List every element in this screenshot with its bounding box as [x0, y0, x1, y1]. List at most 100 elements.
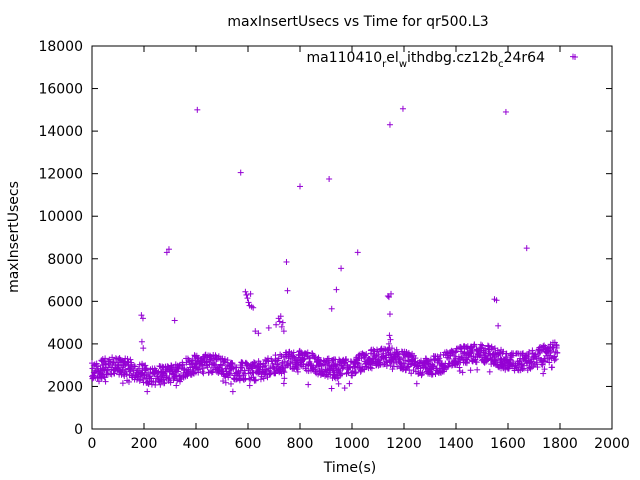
data-point [307, 354, 314, 361]
y-axis-label: maxInsertUsecs [6, 181, 22, 293]
data-point [362, 360, 369, 367]
data-point [167, 379, 174, 386]
data-point [402, 357, 409, 364]
data-point [208, 369, 215, 376]
data-point [109, 354, 116, 361]
data-point [280, 368, 287, 375]
data-point [486, 368, 493, 375]
data-point [102, 355, 109, 362]
data-point [280, 328, 287, 335]
x-axis-label: Time(s) [323, 460, 376, 476]
data-point [102, 378, 109, 385]
legend-label-part: r [382, 59, 387, 70]
data-point [261, 363, 268, 370]
data-point [144, 388, 151, 395]
data-point [290, 349, 297, 356]
y-tick-label: 6000 [47, 294, 83, 310]
data-point [229, 361, 236, 368]
data-point [340, 364, 347, 371]
data-point [385, 294, 392, 301]
data-point [252, 377, 259, 384]
data-point [469, 348, 476, 355]
data-point [337, 370, 344, 377]
data-point [125, 378, 132, 385]
y-axis: 0 2000 4000 6000 8000 10000 12000 14000 16000 180… [38, 39, 612, 438]
data-point [250, 374, 257, 381]
data-point [314, 356, 321, 363]
data-point [527, 365, 534, 372]
data-point [419, 369, 426, 376]
x-tick-label: 1600 [490, 436, 526, 452]
data-point [173, 382, 180, 389]
data-point [495, 322, 502, 329]
data-point [294, 368, 301, 375]
y-tick-label: 12000 [38, 167, 83, 183]
data-point [237, 169, 244, 176]
data-point [171, 317, 178, 324]
data-point [413, 380, 420, 387]
data-point [278, 323, 285, 330]
data-point [570, 53, 576, 60]
legend-label-part: el [386, 50, 399, 66]
data-point [341, 385, 348, 392]
y-tick-label: 0 [74, 422, 83, 438]
data-point [277, 313, 284, 320]
data-point [554, 350, 561, 357]
data-point [272, 352, 279, 359]
data-point [279, 319, 286, 326]
data-point [338, 265, 345, 272]
x-tick-label: 2000 [594, 436, 630, 452]
data-point [502, 108, 509, 115]
data-point [272, 370, 279, 377]
x-tick-label: 200 [131, 436, 158, 452]
data-point [244, 295, 251, 302]
data-point [255, 330, 262, 337]
y-tick-label: 4000 [47, 337, 83, 353]
x-tick-label: 400 [183, 436, 210, 452]
data-point [452, 355, 459, 362]
x-tick-label: 1200 [386, 436, 422, 452]
x-tick-label: 1400 [438, 436, 474, 452]
data-point [539, 361, 546, 368]
data-point [301, 356, 308, 363]
data-point [359, 366, 366, 373]
data-point [363, 351, 370, 358]
legend-label-part: 24r64 [504, 50, 545, 66]
data-point [347, 364, 354, 371]
data-point [161, 379, 168, 386]
data-point [375, 351, 382, 358]
data-points [89, 53, 576, 395]
legend-label-part: w [399, 59, 407, 70]
data-point [157, 381, 164, 388]
data-point [368, 365, 375, 372]
data-point [346, 380, 353, 387]
legend-label: ma110410relwithdbg.cz12bc24r64 [307, 50, 546, 70]
data-point [386, 121, 393, 128]
data-point [385, 340, 392, 347]
data-point [326, 175, 333, 182]
data-point [123, 371, 130, 378]
y-tick-label: 14000 [38, 124, 83, 140]
data-point [116, 356, 123, 363]
data-point [526, 348, 533, 355]
data-point [343, 356, 350, 363]
y-tick-label: 10000 [38, 209, 83, 225]
data-point [387, 336, 394, 343]
data-point [428, 370, 435, 377]
data-point [119, 380, 126, 387]
data-point [277, 351, 284, 358]
data-point [473, 359, 480, 366]
data-point [497, 355, 504, 362]
data-point [184, 355, 191, 362]
data-point [265, 324, 272, 331]
data-point [138, 312, 145, 319]
data-point [384, 293, 391, 300]
x-tick-label: 1000 [334, 436, 370, 452]
legend: ma110410relwithdbg.cz12bc24r64 [307, 50, 578, 70]
data-point [221, 356, 228, 363]
data-point [468, 349, 475, 356]
data-point [138, 338, 145, 345]
data-point [541, 366, 548, 373]
data-point [242, 288, 249, 295]
